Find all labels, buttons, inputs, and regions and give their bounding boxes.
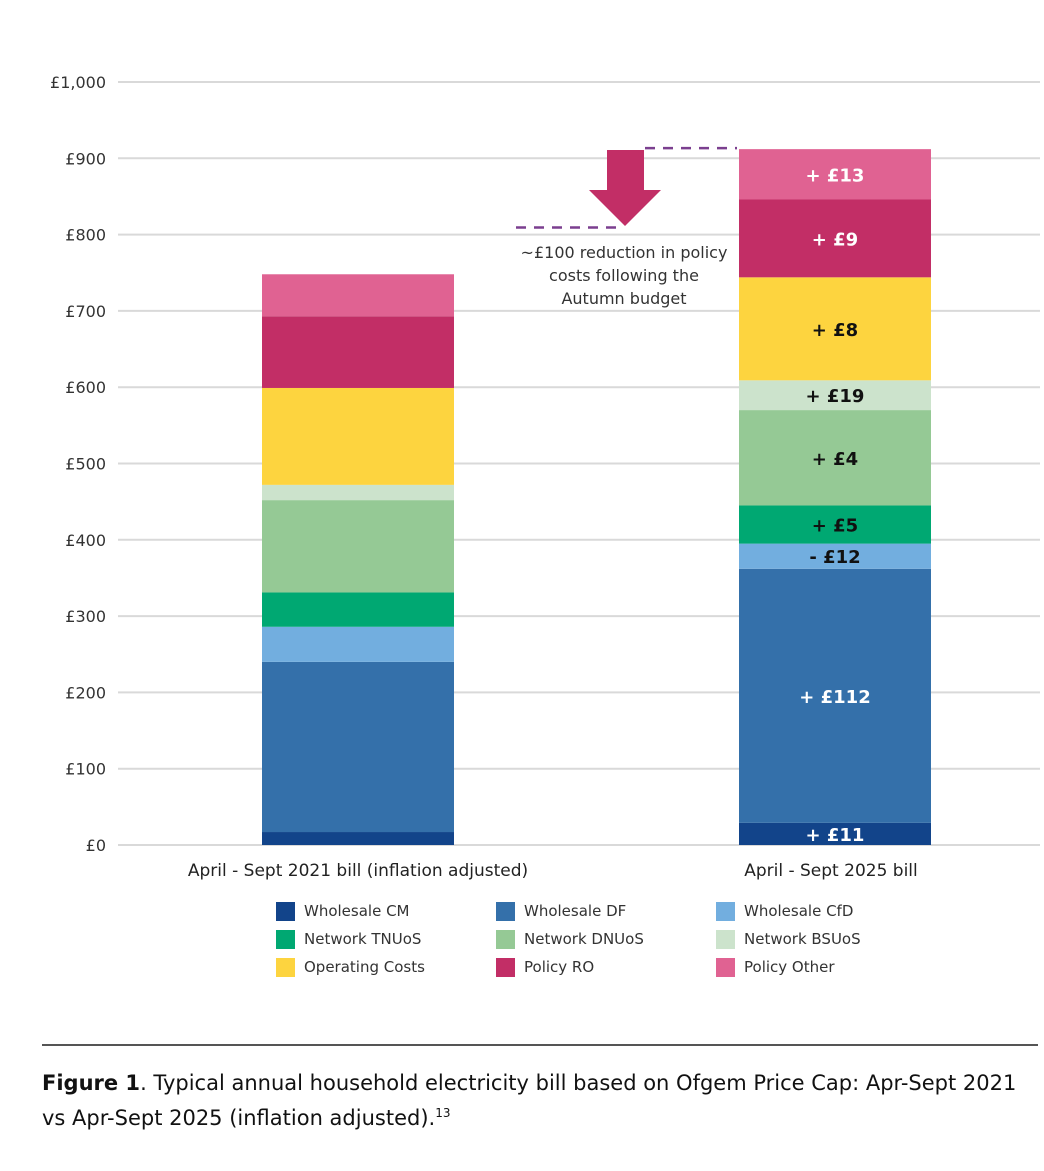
caption-ref: 13 — [435, 1106, 451, 1120]
legend-swatch — [276, 901, 295, 921]
y-tick-label: £700 — [65, 302, 106, 321]
legend-swatch — [496, 901, 515, 921]
legend-label: Policy Other — [744, 958, 835, 976]
legend-item: Network BSUoS — [716, 928, 916, 950]
legend-label: Network BSUoS — [744, 930, 861, 948]
legend-item: Network DNUoS — [496, 928, 716, 950]
y-tick-label: £400 — [65, 531, 106, 550]
y-tick-label: £100 — [65, 760, 106, 779]
bar-segment — [262, 387, 454, 485]
y-tick-label: £300 — [65, 607, 106, 626]
data-label: + £19 — [806, 386, 865, 407]
legend-swatch — [496, 929, 515, 949]
bar-segment — [262, 316, 454, 388]
legend-label: Policy RO — [524, 958, 595, 976]
bar-segment — [739, 149, 931, 200]
legend-label: Network DNUoS — [524, 930, 644, 948]
legend-label: Operating Costs — [304, 958, 425, 976]
bar-segment — [739, 410, 931, 506]
bar-segment — [739, 199, 931, 278]
caption-label: Figure 1 — [42, 1071, 141, 1095]
data-label: + £11 — [806, 825, 865, 846]
bar-segment — [262, 832, 454, 845]
bars: + £11 + £112 - £12 + £5 + £4 + £19 + £8 + £9 + £… — [262, 149, 931, 846]
legend-item: Wholesale CfD — [716, 900, 916, 922]
bar-segment — [739, 568, 931, 823]
data-label: + £9 — [812, 229, 858, 250]
data-label: + £4 — [812, 449, 858, 470]
y-tick-label: £1,000 — [50, 73, 106, 92]
bar-segment — [262, 484, 454, 501]
caption-divider — [42, 1044, 1038, 1046]
legend-label: Network TNUoS — [304, 930, 422, 948]
caption-text: . Typical annual household electricity b… — [42, 1071, 1017, 1130]
data-label: + £112 — [799, 687, 870, 708]
y-tick-label: £600 — [65, 378, 106, 397]
y-tick-label: £800 — [65, 226, 106, 245]
legend-item: Wholesale DF — [496, 900, 716, 922]
down-arrow-icon — [589, 150, 661, 226]
y-tick-label: £0 — [86, 836, 106, 855]
bar-segment — [262, 592, 454, 627]
legend-label: Wholesale CfD — [744, 902, 854, 920]
data-label: + £8 — [812, 320, 858, 341]
stacked-bar-chart: £0 £100 £200 £300 £400 £500 £600 £700 £800 £900 £1… — [50, 73, 1040, 881]
bar-segment — [262, 626, 454, 662]
bar-segment — [739, 277, 931, 381]
legend-item: Network TNUoS — [276, 928, 496, 950]
annotation-text: costs following the — [549, 266, 699, 285]
annotation: ~£100 reduction in policy costs following… — [516, 146, 737, 308]
y-tick-label: £500 — [65, 455, 106, 474]
legend-item: Operating Costs — [276, 956, 496, 978]
bar-segment — [262, 500, 454, 593]
x-category-label: April - Sept 2025 bill — [744, 861, 918, 881]
bar-segment — [262, 274, 454, 317]
data-label: - £12 — [809, 547, 860, 568]
legend-item: Policy Other — [716, 956, 916, 978]
legend-swatch — [716, 957, 735, 977]
bar-segment — [739, 822, 931, 845]
bar-segment — [262, 661, 454, 833]
bar-segment — [739, 505, 931, 544]
annotation-text: ~£100 reduction in policy — [521, 243, 728, 262]
legend-swatch — [276, 957, 295, 977]
data-label: + £5 — [812, 516, 858, 537]
legend-swatch — [716, 901, 735, 921]
annotation-text: Autumn budget — [561, 289, 686, 308]
legend-label: Wholesale CM — [304, 902, 410, 920]
legend-item: Wholesale CM — [276, 900, 496, 922]
legend-swatch — [276, 929, 295, 949]
legend-item: Policy RO — [496, 956, 716, 978]
y-tick-label: £900 — [65, 149, 106, 168]
data-label: + £13 — [806, 165, 865, 186]
legend-swatch — [716, 929, 735, 949]
y-tick-label: £200 — [65, 683, 106, 702]
legend: Wholesale CM Wholesale DF Wholesale CfD Net… — [276, 900, 916, 978]
x-category-label: April - Sept 2021 bill (inflation adjust… — [188, 861, 528, 881]
legend-swatch — [496, 957, 515, 977]
legend-label: Wholesale DF — [524, 902, 627, 920]
bar-segment — [739, 543, 931, 569]
bar-segment — [739, 380, 931, 411]
category-labels: April - Sept 2021 bill (inflation adjust… — [188, 861, 918, 881]
figure-caption: Figure 1. Typical annual household elect… — [42, 1068, 1038, 1133]
